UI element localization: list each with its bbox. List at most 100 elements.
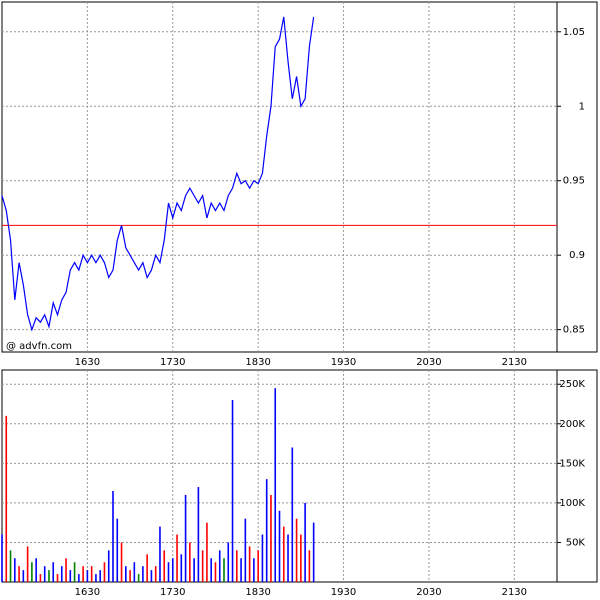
volume-bar <box>129 570 131 582</box>
price-line <box>1 16 315 332</box>
volume-bar <box>31 562 33 582</box>
volume-bar <box>73 562 76 582</box>
volume-bar <box>312 522 315 582</box>
volume-bar <box>112 491 114 582</box>
volume-bar <box>78 574 80 582</box>
volume-bar <box>253 558 255 582</box>
volume-bar <box>103 562 106 582</box>
volume-bar <box>257 550 259 582</box>
y-tick-label: 0.9 <box>569 250 585 261</box>
volume-bar <box>18 566 20 582</box>
volume-bar <box>270 494 272 582</box>
watermark: @ advfn.com <box>6 341 72 352</box>
volume-bar <box>154 566 157 582</box>
volume-bar <box>52 562 55 582</box>
volume-bar <box>120 542 123 582</box>
volume-bar <box>99 570 101 582</box>
volume-bar <box>193 558 195 582</box>
volume-bar <box>60 566 63 582</box>
volume-bar <box>116 518 119 582</box>
x-tick-label: 1630 <box>75 357 100 368</box>
volume-bar <box>171 558 174 582</box>
volume-bar <box>35 558 37 582</box>
volume-bar <box>26 546 29 582</box>
x-tick-label: 1830 <box>245 357 270 368</box>
x-tick-label: 2030 <box>416 587 441 598</box>
volume-bar <box>300 534 302 582</box>
volume-bar <box>69 570 72 582</box>
y-tick-label: 0.85 <box>563 325 585 336</box>
volume-bar <box>287 534 289 582</box>
x-tick-label: 2130 <box>502 587 527 598</box>
volume-bar <box>133 562 136 582</box>
volume-bar <box>142 566 144 582</box>
volume-bar <box>146 554 148 582</box>
y-tick-label: 0.95 <box>563 176 585 187</box>
volume-bar <box>218 550 221 582</box>
volume-bar <box>56 574 59 582</box>
volume-bar <box>137 574 140 582</box>
volume-bar <box>1 534 3 582</box>
volume-bar <box>210 558 212 582</box>
plot-frame <box>1 369 598 583</box>
y-tick-label: 100K <box>559 498 585 509</box>
x-tick-label: 1730 <box>160 357 185 368</box>
volume-bar <box>240 558 242 582</box>
volume-bar <box>90 566 93 582</box>
volume-bar <box>9 550 12 582</box>
volume-bar <box>43 566 46 582</box>
volume-bar <box>163 550 166 582</box>
volume-bar <box>184 494 187 582</box>
volume-bar <box>167 562 170 582</box>
volume-bar <box>65 558 67 582</box>
volume-bar <box>86 570 89 582</box>
y-tick-label: 1.05 <box>563 27 585 38</box>
x-tick-label: 2130 <box>502 357 527 368</box>
volume-bar <box>125 566 127 582</box>
volume-bar <box>189 542 191 582</box>
volume-bar <box>248 546 251 582</box>
y-tick-label: 50K <box>566 537 586 548</box>
volume-bar <box>282 526 285 582</box>
y-tick-label: 250K <box>559 379 585 390</box>
volume-bar <box>223 558 225 582</box>
volume-bar <box>308 550 311 582</box>
x-tick-label: 1930 <box>331 587 356 598</box>
volume-bar <box>39 574 42 582</box>
volume-bar <box>227 542 230 582</box>
x-tick-label: 1930 <box>331 357 356 368</box>
volume-bar <box>278 510 281 582</box>
volume-bar <box>5 415 8 582</box>
y-tick-label: 1 <box>579 101 585 112</box>
volume-bar <box>22 570 25 582</box>
volume-bar <box>231 400 234 582</box>
x-tick-label: 1830 <box>245 587 270 598</box>
volume-bar <box>176 534 178 582</box>
volume-bar <box>295 518 298 582</box>
plot-frame <box>1 1 598 353</box>
x-tick-label: 2030 <box>416 357 441 368</box>
volume-bar <box>48 570 50 582</box>
volume-bar <box>206 522 208 582</box>
volume-bar <box>95 574 97 582</box>
y-tick-label: 200K <box>559 419 585 430</box>
volume-bar <box>180 554 183 582</box>
y-tick-label: 150K <box>559 458 585 469</box>
volume-bar <box>197 487 200 582</box>
x-tick-label: 1630 <box>75 587 100 598</box>
volume-bar <box>236 550 238 582</box>
volume-bar <box>274 388 277 582</box>
volume-bar <box>159 526 161 582</box>
volume-bar <box>214 562 217 582</box>
volume-bar <box>291 447 294 582</box>
volume-bar <box>107 550 110 582</box>
volume-bar <box>82 566 84 582</box>
volume-bar <box>150 570 153 582</box>
volume-bar <box>14 558 16 582</box>
volume-bar <box>304 502 306 582</box>
volume-bar <box>261 534 264 582</box>
volume-bar <box>201 550 204 582</box>
volume-bar <box>265 479 268 582</box>
